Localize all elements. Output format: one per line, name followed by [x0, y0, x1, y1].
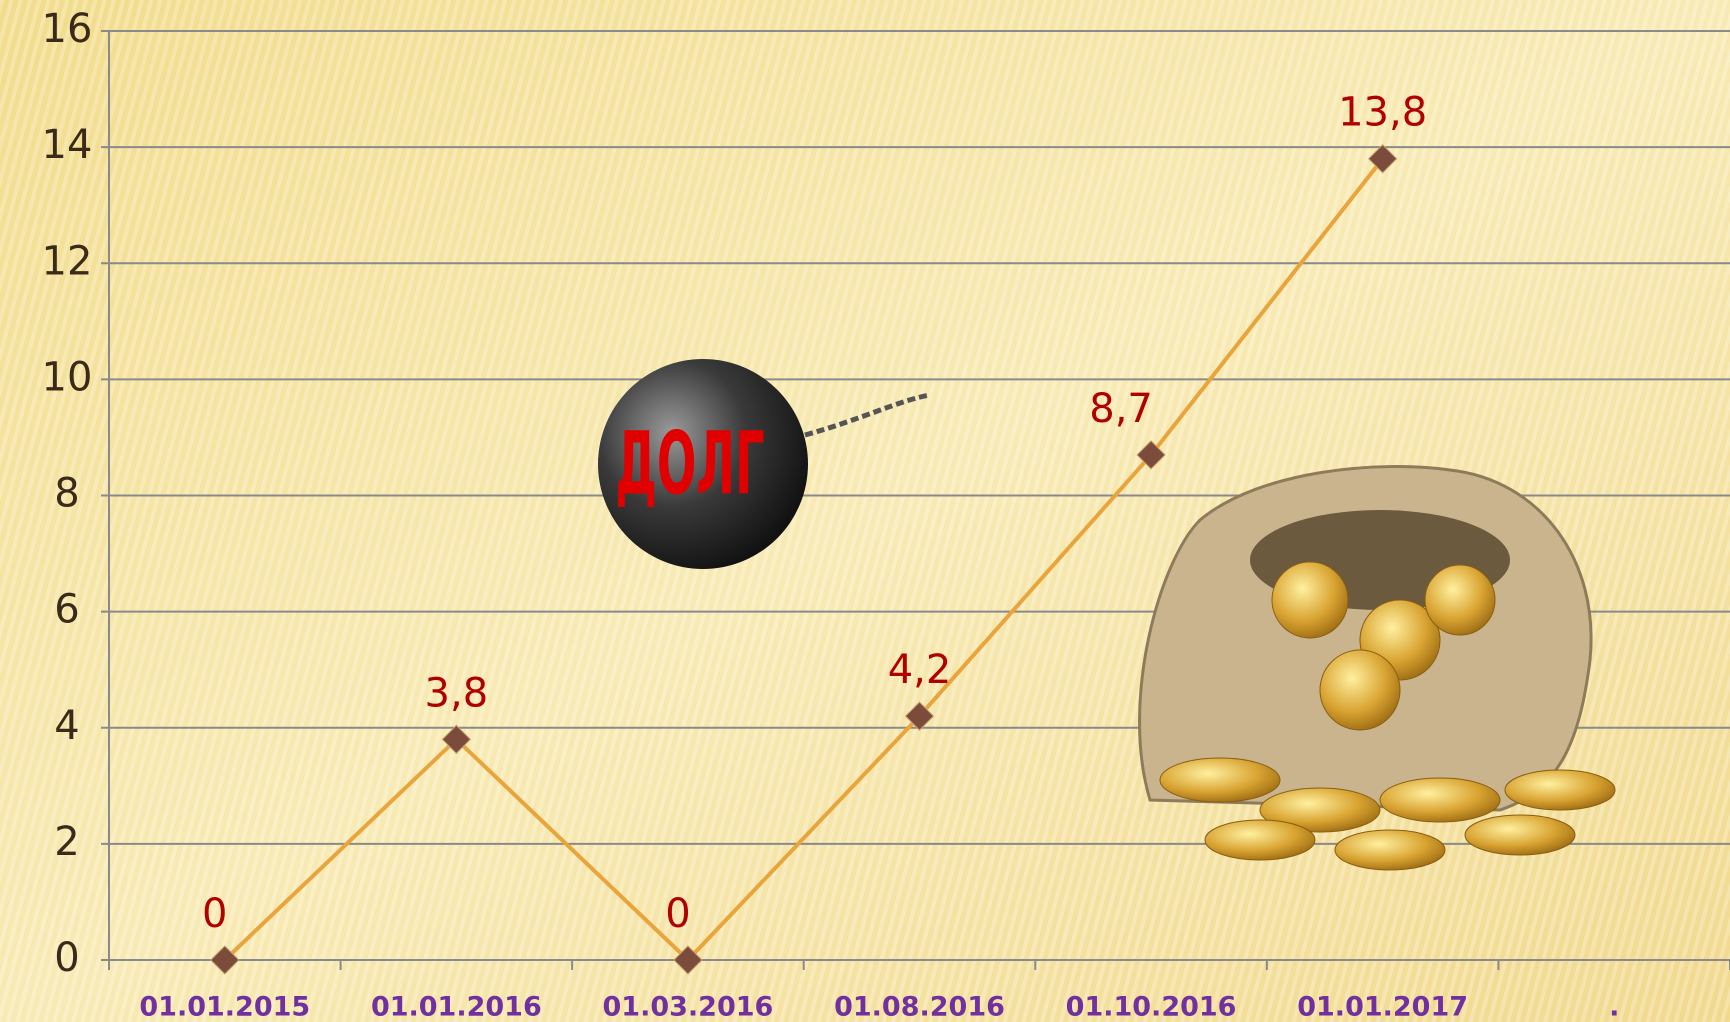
data-label: 4,2 [888, 647, 952, 693]
data-label: 3,8 [425, 670, 489, 716]
data-label: 0 [665, 891, 690, 937]
y-tick-label: 4 [54, 703, 79, 749]
y-tick-label: 2 [54, 819, 79, 865]
marker [441, 724, 472, 755]
y-tick-label: 12 [42, 238, 93, 284]
y-tick-label: 16 [42, 6, 93, 52]
x-tick-label: . [1609, 992, 1619, 1022]
x-tick-label: 01.03.2016 [603, 992, 774, 1022]
x-tick-label: 01.08.2016 [834, 992, 1005, 1022]
x-tick-label: 01.01.2017 [1297, 992, 1468, 1022]
line [223, 157, 1385, 963]
data-label: 8,7 [1089, 386, 1153, 432]
marker [904, 701, 935, 731]
y-tick-label: 6 [54, 587, 79, 633]
data-label: 0 [202, 891, 227, 937]
marker [210, 945, 240, 975]
y-tick-label: 14 [42, 122, 93, 168]
marker [1367, 144, 1398, 174]
x-tick-label: 01.01.2015 [139, 992, 310, 1022]
debt-ball: ДОЛГ [598, 359, 931, 569]
marker [1136, 440, 1166, 470]
money-bag [1138, 465, 1616, 871]
data-label: 13,8 [1338, 90, 1427, 136]
ball-label: ДОЛГ [615, 414, 764, 515]
marker [673, 945, 703, 975]
x-tick-label: 01.10.2016 [1066, 992, 1237, 1022]
x-tick-label: 01.01.2016 [371, 992, 542, 1022]
y-tick-label: 0 [54, 935, 79, 981]
y-tick-label: 8 [54, 471, 79, 517]
y-tick-label: 10 [42, 354, 93, 400]
